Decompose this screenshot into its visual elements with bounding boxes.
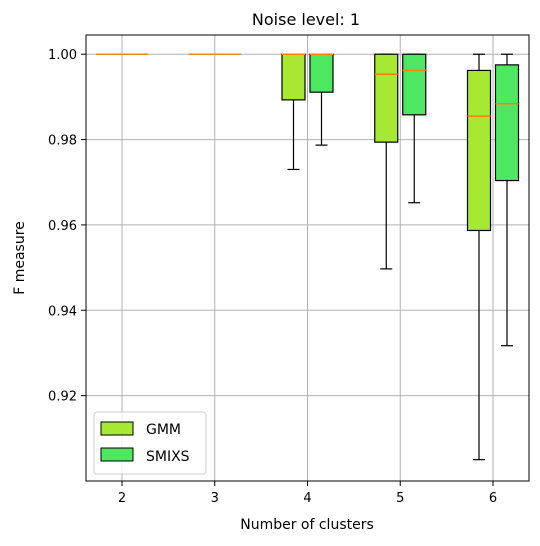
legend: GMM SMIXS [93, 411, 207, 475]
x-tick-label: 2 [118, 491, 126, 506]
y-axis-label: F measure [12, 221, 28, 295]
y-tick-label: 0.92 [48, 390, 77, 405]
x-tick-label: 6 [489, 491, 497, 506]
y-tick-label: 0.96 [48, 219, 77, 234]
box-gmm [466, 69, 492, 232]
box-smixs [494, 64, 520, 182]
box-smixs [402, 53, 427, 116]
box-gmm [374, 53, 399, 143]
x-tick-label: 4 [303, 491, 311, 506]
legend-swatch-smixs [100, 447, 134, 462]
x-axis-label: Number of clusters [240, 517, 374, 533]
y-tick-label: 0.94 [48, 304, 77, 319]
box-layer [96, 53, 520, 461]
grid-layer [86, 35, 529, 481]
x-tick-label: 3 [211, 491, 219, 506]
legend-swatch-gmm [100, 421, 134, 436]
chart-title: Noise level: 1 [252, 10, 360, 29]
box-smixs [309, 53, 334, 93]
y-tick-label: 1.00 [48, 48, 77, 63]
x-tick-label: 5 [396, 491, 404, 506]
legend-label-gmm: GMM [146, 422, 181, 438]
legend-label-smixs: SMIXS [146, 449, 190, 465]
y-tick-label: 0.98 [48, 134, 77, 149]
box-gmm [281, 53, 306, 101]
tick-layer: 2 3 4 5 6 0.92 0.94 0.96 0.98 1.00 [48, 48, 497, 506]
